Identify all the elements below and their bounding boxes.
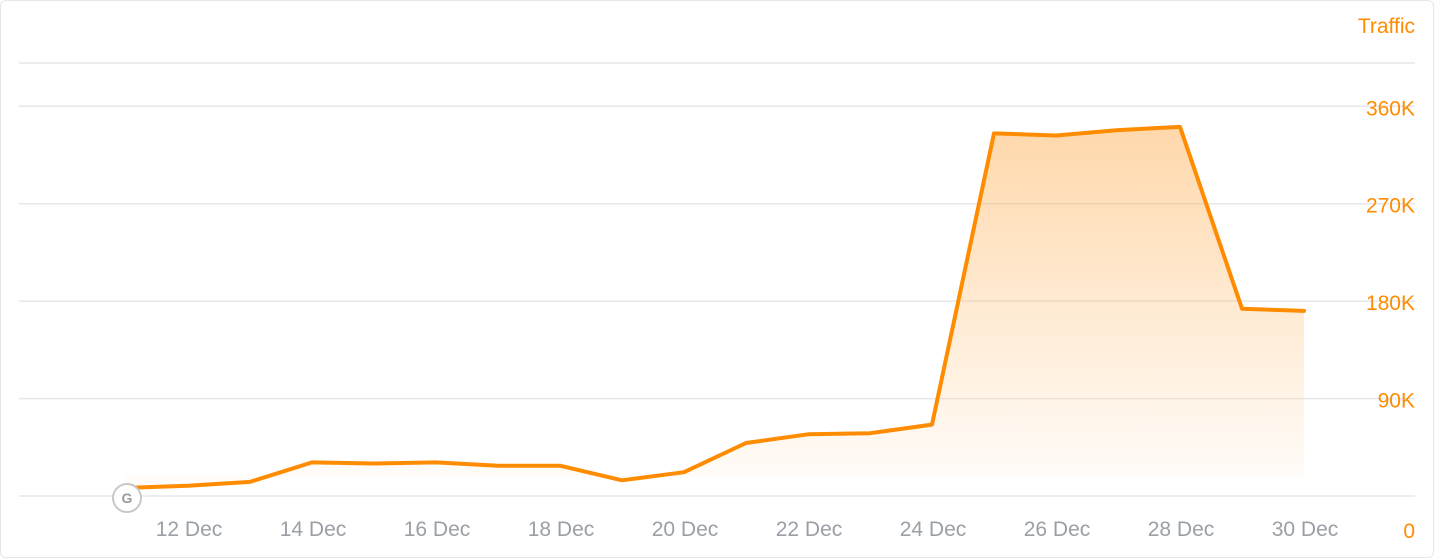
data-point <box>1116 128 1120 132</box>
area-fill <box>126 126 1304 488</box>
y-tick-label: 0 <box>1403 520 1415 543</box>
x-tick-label: 22 Dec <box>776 518 843 541</box>
traffic-area <box>126 126 1304 488</box>
data-point <box>310 460 314 465</box>
svg-text:G: G <box>122 490 133 506</box>
data-point <box>558 464 562 468</box>
data-point <box>1302 309 1306 313</box>
x-tick-label: 18 Dec <box>528 518 595 541</box>
data-point <box>372 461 376 466</box>
x-tick-label: 28 Dec <box>1148 518 1215 541</box>
annotation-markers: G <box>112 483 142 513</box>
data-point <box>1178 125 1182 129</box>
x-tick-label: 16 Dec <box>404 518 471 541</box>
google-update-icon[interactable]: G <box>112 483 142 513</box>
y-axis-ticks: 0 90K 180K 270K 360K <box>1366 97 1415 543</box>
data-point <box>868 431 872 435</box>
y-tick-label: 270K <box>1366 195 1415 218</box>
data-point <box>186 484 190 488</box>
data-point <box>620 478 624 482</box>
data-point <box>682 470 686 474</box>
data-point <box>930 422 934 427</box>
x-axis-ticks: 12 Dec 14 Dec 16 Dec 18 Dec 20 Dec 22 Dec 24 D… <box>156 518 1339 541</box>
series-lines <box>124 124 1306 490</box>
x-tick-label: 26 Dec <box>1024 518 1091 541</box>
grid-lines <box>19 62 1415 497</box>
data-point <box>248 480 252 484</box>
y-tick-label: 180K <box>1366 292 1415 315</box>
data-point <box>992 131 996 135</box>
x-tick-label: 24 Dec <box>900 518 967 541</box>
x-tick-label: 20 Dec <box>652 518 719 541</box>
traffic-line <box>124 124 1306 490</box>
y-tick-label: 90K <box>1378 390 1415 413</box>
y-axis-title: Traffic <box>1358 15 1415 38</box>
y-tick-label: 360K <box>1366 97 1415 120</box>
data-point <box>434 460 438 465</box>
x-tick-label: 14 Dec <box>280 518 347 541</box>
data-point <box>744 441 748 445</box>
data-point <box>496 464 500 468</box>
data-point <box>1240 307 1244 311</box>
x-tick-label: 12 Dec <box>156 518 223 541</box>
x-tick-label: 30 Dec <box>1272 518 1339 541</box>
data-point <box>806 432 810 436</box>
data-point <box>1054 133 1058 138</box>
